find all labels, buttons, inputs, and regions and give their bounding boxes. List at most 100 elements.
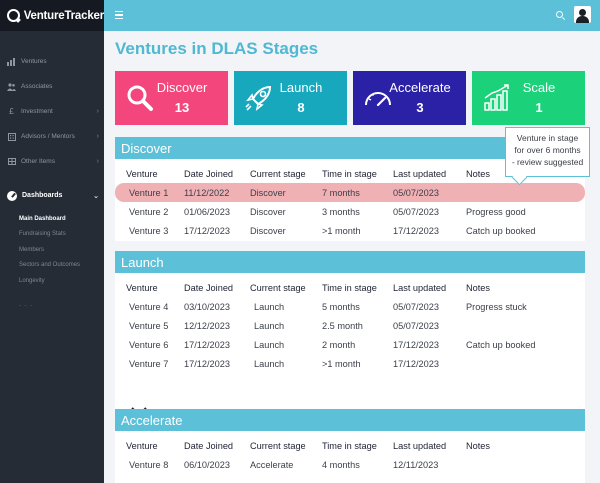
cell-date: 17/12/2023 — [184, 358, 230, 369]
table-row[interactable]: Venture 3 17/12/2023 Discover >1 month 1… — [115, 221, 585, 240]
cell-date: 03/10/2023 — [184, 301, 230, 312]
table-row[interactable]: Venture 1 11/12/2022 Discover 7 months 0… — [115, 183, 585, 202]
cell-notes: Progress good — [466, 206, 526, 217]
panel-title: Discover — [115, 137, 585, 159]
col-date-joined: Date Joined — [184, 440, 234, 451]
col-current-stage: Current stage — [250, 440, 306, 451]
launch-table: Venture Date Joined Current stage Time i… — [115, 278, 585, 373]
sidebar-sub-main-dashboard[interactable]: Main Dashboard — [19, 215, 66, 222]
cell-updated: 05/07/2023 — [393, 183, 466, 202]
sidebar-item-ventures[interactable]: Ventures — [0, 49, 104, 74]
tooltip-line: Venture in stage — [516, 133, 579, 143]
sidebar-more[interactable]: - - - — [19, 302, 34, 309]
stage-cards: Discover 13 Launch 8 — [115, 71, 585, 125]
cell-notes — [466, 183, 585, 202]
cell-time: 3 months — [322, 206, 360, 217]
cell-time: 4 months — [322, 459, 360, 470]
building-icon — [7, 132, 16, 141]
sidebar-sub-longevity[interactable]: Longevity — [19, 277, 45, 284]
cell-date: 11/12/2022 — [184, 183, 250, 202]
cell-venture: Venture 8 — [129, 459, 169, 470]
cell-notes — [466, 316, 585, 335]
user-icon — [579, 9, 586, 16]
card-label: Scale — [522, 80, 556, 95]
cell-venture: Venture 1 — [115, 183, 184, 202]
discover-table: Venture Date Joined Current stage Time i… — [115, 164, 585, 240]
sidebar-item-label: Ventures — [21, 58, 47, 65]
panel-title: Launch — [115, 251, 585, 273]
sidebar: VentureTracker Ventures Associates £ Inv… — [0, 0, 104, 483]
cell-date: 17/12/2023 — [184, 225, 230, 236]
col-notes: Notes — [466, 282, 491, 293]
card-label: Discover — [156, 80, 208, 95]
table-header-row: Venture Date Joined Current stage Time i… — [115, 278, 585, 297]
cell-date: 17/12/2023 — [184, 339, 230, 350]
brand[interactable]: VentureTracker — [0, 0, 104, 31]
cell-venture: Venture 3 — [129, 225, 169, 236]
table-row[interactable]: Venture 8 06/10/2023 Accelerate 4 months… — [115, 455, 585, 474]
cell-time: >1 month — [322, 225, 361, 236]
cell-time: 2.5 month — [322, 320, 363, 331]
cell-time: 7 months — [322, 183, 393, 202]
speedometer-icon — [365, 92, 391, 107]
sidebar-sub-sectors[interactable]: Sectors and Outcomes — [19, 262, 81, 269]
col-current-stage: Current stage — [250, 282, 306, 293]
cell-time: >1 month — [322, 358, 361, 369]
accelerate-table: Venture Date Joined Current stage Time i… — [115, 436, 585, 474]
card-discover[interactable]: Discover 13 — [115, 71, 228, 125]
search-icon[interactable] — [556, 11, 563, 18]
card-accelerate[interactable]: Accelerate 3 — [353, 71, 466, 125]
sidebar-item-label: Investment — [21, 108, 53, 115]
page-title: Ventures in DLAS Stages — [115, 39, 319, 58]
col-venture: Venture — [126, 168, 158, 179]
avatar[interactable] — [574, 6, 591, 23]
col-notes: Notes — [466, 440, 491, 451]
menu-icon[interactable] — [115, 11, 123, 19]
table-row[interactable]: Venture 6 17/12/2023 Launch 2 month 17/1… — [115, 335, 585, 354]
sidebar-item-other[interactable]: Other Items › — [0, 149, 104, 174]
cell-updated: 05/07/2023 — [393, 301, 439, 312]
logo-icon — [7, 9, 20, 22]
table-row[interactable]: Venture 5 12/12/2023 Launch 2.5 month 05… — [115, 316, 585, 335]
card-count: 8 — [297, 100, 305, 115]
cell-notes — [466, 354, 585, 373]
card-count: 1 — [535, 100, 543, 115]
sidebar-sub-fundraising-stats[interactable]: Fundraising Stats — [19, 231, 66, 238]
sidebar-item-advisors[interactable]: Advisors / Mentors › — [0, 124, 104, 149]
sidebar-item-associates[interactable]: Associates — [0, 74, 104, 99]
pound-icon: £ — [9, 107, 14, 116]
panel-launch: Launch Venture Date Joined Current stage… — [115, 251, 585, 428]
cell-updated: 05/07/2023 — [393, 320, 439, 331]
cell-date: 12/12/2023 — [184, 320, 230, 331]
col-time-in-stage: Time in stage — [322, 440, 377, 451]
table-row[interactable]: Venture 4 03/10/2023 Launch 5 months 05/… — [115, 297, 585, 316]
card-scale[interactable]: Scale 1 — [472, 71, 585, 125]
sidebar-item-label: Advisors / Mentors — [21, 133, 75, 140]
col-date-joined: Date Joined — [184, 282, 234, 293]
sidebar-section-dashboards[interactable]: Dashboards ⌄ — [0, 180, 104, 211]
table-row[interactable]: Venture 2 01/06/2023 Discover 3 months 0… — [115, 202, 585, 221]
card-count: 3 — [416, 100, 424, 115]
tooltip-line: for over 6 months — [514, 145, 581, 155]
panel-title: Accelerate — [115, 409, 585, 431]
rocket-icon — [245, 85, 272, 111]
cell-venture: Venture 2 — [129, 206, 169, 217]
cell-venture: Venture 5 — [129, 320, 169, 331]
cell-updated: 17/12/2023 — [393, 358, 439, 369]
sidebar-sub-members[interactable]: Members — [19, 246, 45, 253]
bar-chart-icon — [7, 57, 16, 66]
table-header-row: Venture Date Joined Current stage Time i… — [115, 164, 585, 183]
card-count: 13 — [174, 100, 190, 115]
sidebar-subnav: Main Dashboard Fundraising Stats Members… — [0, 211, 104, 289]
table-row[interactable]: Venture 7 17/12/2023 Launch >1 month 17/… — [115, 354, 585, 373]
col-last-updated: Last updated — [393, 440, 447, 451]
topbar — [104, 0, 600, 31]
cell-notes: Progress stuck — [466, 301, 527, 312]
col-time-in-stage: Time in stage — [322, 168, 377, 179]
col-last-updated: Last updated — [393, 282, 447, 293]
card-launch[interactable]: Launch 8 — [234, 71, 347, 125]
cell-updated: 12/11/2023 — [393, 459, 439, 470]
cell-stage: Launch — [254, 301, 285, 312]
sidebar-item-investment[interactable]: £ Investment › — [0, 99, 104, 124]
tooltip-line: - review suggested — [511, 157, 584, 167]
